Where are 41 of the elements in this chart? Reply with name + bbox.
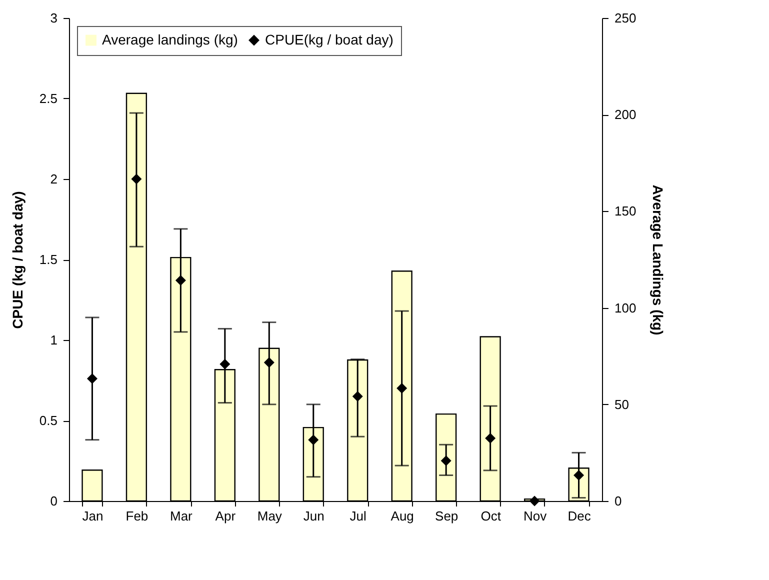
point [352,391,363,402]
legend-label: Average landings (kg) [102,31,238,48]
y-tick-label: 2.5 [39,91,58,106]
y2-tick-label: 150 [614,204,636,219]
y2-tick-label: 250 [614,10,636,26]
x-tick-label: Jan [82,508,104,524]
point [574,470,584,480]
x-tick-label: Nov [523,508,548,524]
y-tick-label: 1.5 [39,252,58,267]
x-tick-label: Feb [126,508,148,524]
x-tick-label: Jul [350,508,367,524]
point [86,373,98,384]
point [485,432,496,444]
point [131,174,142,184]
y-tick-label: 1 [50,332,58,348]
point [264,357,274,368]
y2-tick-label: 200 [614,107,636,122]
y-axis-title: CPUE (kg / boat day) [9,191,26,329]
y2-tick-label: 50 [614,396,629,412]
x-tick-label: Apr [215,508,236,524]
y-tick-label: 3 [50,10,58,26]
point [175,275,186,286]
y2-tick-label: 100 [614,300,636,316]
point [529,496,540,506]
y-tick-label: 0 [50,494,58,508]
x-tick-label: Mar [170,508,194,524]
point [396,383,408,394]
y-tick-label: 0.5 [39,413,58,428]
x-tick-label: Sep [435,508,458,524]
y-tick-label: 2 [50,172,58,186]
point [220,358,230,370]
x-tick-label: Oct [480,508,502,524]
x-tick-label: Dec [568,508,592,524]
point [308,434,319,446]
legend-label: CPUE(kg / boat day) [265,31,394,48]
x-tick-label: May [257,508,282,524]
point [440,456,452,466]
y2-axis-title: Average Landings (kg) [650,184,666,336]
x-tick-label: Aug [390,508,414,524]
x-tick-label: Jun [303,508,324,524]
y2-tick-label: 0 [614,494,622,508]
